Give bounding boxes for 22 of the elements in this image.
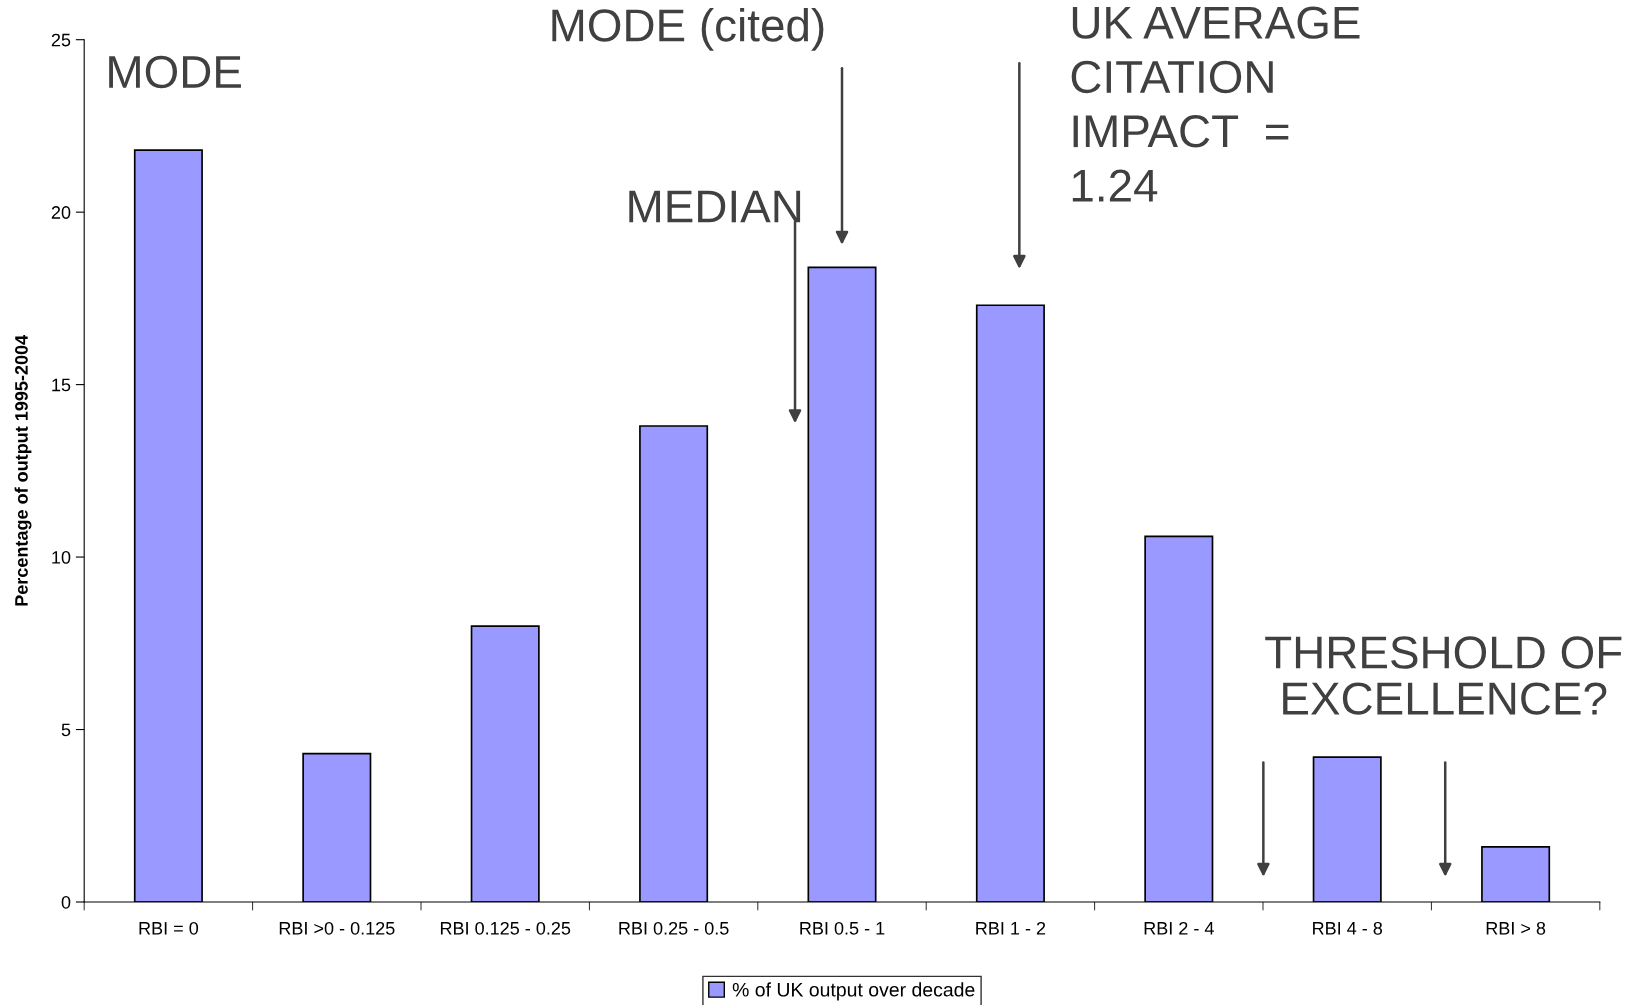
y-tick-label: 25 <box>51 33 71 47</box>
x-tick-label: RBI 4 - 8 <box>1313 921 1383 935</box>
legend-label: % of UK output over decade <box>732 982 975 1001</box>
x-tick-label: RBI 0.25 - 0.5 <box>619 921 729 935</box>
y-axis-title: Percentage of output 1995-2004 <box>14 334 32 606</box>
annotation: MEDIAN <box>629 190 801 223</box>
x-tick-label: RBI > 8 <box>1486 921 1546 935</box>
x-tick-label: RBI 2 - 4 <box>1144 921 1214 935</box>
annotation: THRESHOLD OF EXCELLENCE? <box>1265 636 1622 715</box>
y-tick-label: 15 <box>52 378 71 392</box>
x-tick-label: RBI 0.5 - 1 <box>800 921 885 935</box>
y-tick-label: 0 <box>61 895 71 909</box>
annotation: MODE <box>109 55 241 89</box>
annotation: UK AVERAGE CITATION IMPACT = 1.24 <box>1071 6 1360 202</box>
x-tick-label: RBI >0 - 0.125 <box>279 921 395 935</box>
y-tick-label: 10 <box>52 551 71 564</box>
y-tick-label: 20 <box>51 206 71 219</box>
y-tick-label: 5 <box>61 723 71 737</box>
annotation: MODE (cited) <box>552 7 824 51</box>
x-tick-label: RBI 1 - 2 <box>976 921 1046 935</box>
x-tick-label: RBI 0.125 - 0.25 <box>440 921 571 935</box>
x-tick-label: RBI = 0 <box>139 921 199 935</box>
